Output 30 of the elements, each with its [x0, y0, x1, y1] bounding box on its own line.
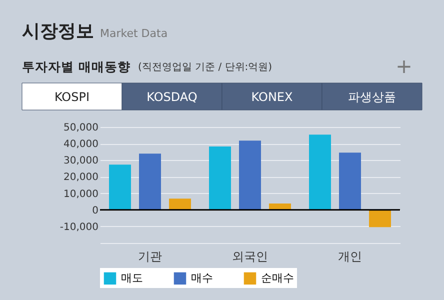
bar [109, 164, 131, 210]
y-tick-label: -10,000 [60, 222, 98, 233]
y-tick-label: 40,000 [64, 139, 98, 150]
legend-label: 매수 [191, 271, 213, 284]
text: KOSDAQ [146, 90, 198, 104]
legend-label: 순매수 [261, 271, 294, 284]
bar [209, 146, 231, 210]
y-tick-label: 30,000 [64, 156, 98, 167]
chart-subtitle: Market Data [100, 27, 168, 40]
y-tick-label: 10,000 [64, 188, 98, 200]
x-tick-label: 개인 [338, 250, 362, 264]
chart-title: 시장정보 [22, 21, 94, 42]
text: (직전영업일 기준 / 단위:억원) [138, 62, 272, 73]
text: 투자자별 매매동향 [22, 59, 130, 74]
y-tick-label: 20,000 [64, 172, 98, 184]
text: KONEX [251, 90, 293, 104]
x-tick-label: 외국인 [232, 250, 268, 264]
bar [169, 198, 191, 210]
y-tick-label: 50,000 [64, 122, 98, 134]
y-tick-label: 0 [92, 205, 98, 216]
bar [369, 210, 391, 228]
text: KOSPI [54, 90, 90, 104]
bar [139, 154, 161, 210]
text: 파생상품 [348, 90, 396, 104]
x-tick-label: 기관 [138, 250, 162, 264]
legend-label: 매도 [121, 271, 143, 284]
bar [239, 140, 261, 210]
text: + [396, 54, 412, 78]
bar [309, 134, 331, 210]
bar [339, 152, 361, 210]
